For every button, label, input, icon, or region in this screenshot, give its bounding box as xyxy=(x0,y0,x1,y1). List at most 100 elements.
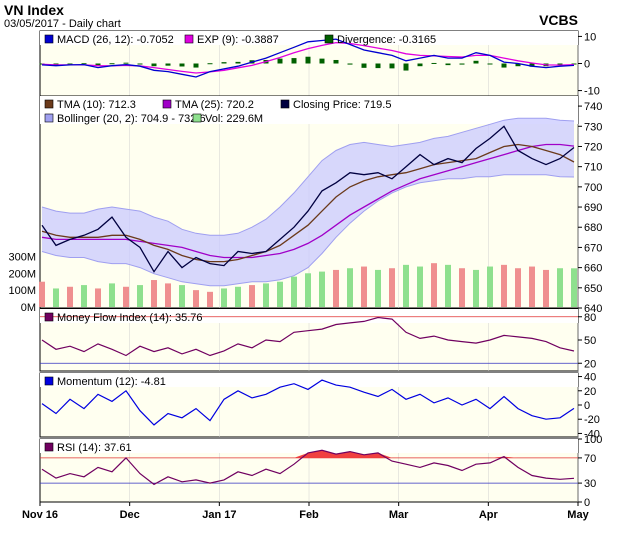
volume-bar xyxy=(95,288,101,307)
volume-bar xyxy=(487,267,493,307)
macd-legend-label-0: MACD (26, 12): -0.7052 xyxy=(57,34,174,46)
price-tick-label-6: 680 xyxy=(584,222,602,234)
rsi-tick-label-2: 30 xyxy=(584,478,596,490)
volume-tick-label-2: 100M xyxy=(8,285,36,297)
volume-bar xyxy=(431,263,437,307)
rsi-legend-swatch-0 xyxy=(45,443,53,451)
volume-bar xyxy=(277,282,283,307)
macd-legend-swatch-0 xyxy=(45,35,53,43)
momentum-tick-label-2: 0 xyxy=(584,400,590,412)
volume-bar xyxy=(571,268,577,307)
price-legend-row1-label-0: TMA (10): 712.3 xyxy=(57,99,136,111)
momentum-tick-label-0: 40 xyxy=(584,372,596,384)
volume-bar xyxy=(473,270,479,307)
divergence-bar xyxy=(278,59,283,64)
divergence-bar xyxy=(320,59,325,64)
rsi-tick-label-1: 70 xyxy=(584,453,596,465)
divergence-bar xyxy=(460,64,465,65)
price-tick-label-8: 660 xyxy=(584,263,602,275)
price-tick-label-0: 740 xyxy=(584,101,602,113)
divergence-bar xyxy=(488,64,493,65)
price-tick-label-2: 720 xyxy=(584,141,602,153)
volume-bar xyxy=(501,265,507,307)
volume-bar xyxy=(67,287,73,307)
price-tick-label-3: 710 xyxy=(584,162,602,174)
volume-bar xyxy=(529,267,535,307)
volume-bar xyxy=(291,277,297,307)
chart-source: VCBS xyxy=(539,12,578,28)
volume-bar xyxy=(319,272,325,307)
rsi-legend-label-0: RSI (14): 37.61 xyxy=(57,442,132,454)
divergence-bar xyxy=(446,64,451,66)
price-legend-row2-swatch-1 xyxy=(193,114,201,122)
mfi-tick-label-1: 50 xyxy=(584,335,596,347)
divergence-bar xyxy=(138,64,143,65)
macd-legend-label-1: EXP (9): -0.3887 xyxy=(197,34,279,46)
price-legend-row1-label-1: TMA (25): 720.2 xyxy=(175,99,254,111)
divergence-bar xyxy=(306,57,311,64)
divergence-bar xyxy=(194,64,199,68)
divergence-bar xyxy=(166,64,171,66)
volume-bar xyxy=(165,283,171,307)
macd-tick-label-0: 10 xyxy=(584,31,596,43)
price-legend-row1-label-2: Closing Price: 719.5 xyxy=(293,99,391,111)
divergence-bar xyxy=(236,62,241,64)
volume-bar xyxy=(305,273,311,307)
volume-bar xyxy=(515,268,521,307)
macd-tick-label-1: 0 xyxy=(584,59,590,71)
x-tick-label-1: Dec xyxy=(120,509,140,521)
divergence-bar xyxy=(110,63,115,64)
volume-bar xyxy=(221,288,227,307)
divergence-bar xyxy=(390,64,395,69)
volume-bar xyxy=(403,265,409,307)
volume-bar xyxy=(361,267,367,307)
divergence-bar xyxy=(404,64,409,71)
divergence-bar xyxy=(124,63,129,64)
volume-bar xyxy=(137,285,143,307)
price-legend-row2-swatch-0 xyxy=(45,114,53,122)
price-panel: 740730720710700690680670660650640300M200… xyxy=(8,96,602,315)
volume-bar xyxy=(53,288,59,307)
volume-bar xyxy=(389,268,395,307)
rsi-tick-label-3: 0 xyxy=(584,497,590,509)
chart-subtitle: 03/05/2017 - Daily chart xyxy=(4,18,121,30)
volume-bar xyxy=(543,270,549,307)
price-legend-row2-label-1: Vol: 229.6M xyxy=(205,113,263,125)
price-tick-label-1: 730 xyxy=(584,121,602,133)
volume-bar xyxy=(375,270,381,307)
divergence-bar xyxy=(180,64,185,67)
volume-bar xyxy=(179,285,185,307)
macd-legend-label-2: Divergence: -0.3165 xyxy=(337,34,436,46)
price-tick-label-5: 690 xyxy=(584,202,602,214)
price-tick-label-9: 650 xyxy=(584,283,602,295)
price-legend-row1-swatch-2 xyxy=(281,100,289,108)
macd-legend-swatch-1 xyxy=(185,35,193,43)
volume-bar xyxy=(235,287,241,307)
volume-bar xyxy=(333,270,339,307)
volume-bar xyxy=(39,282,45,307)
volume-bar xyxy=(123,287,129,307)
divergence-bar xyxy=(376,64,381,69)
momentum-legend-label-0: Momentum (12): -4.81 xyxy=(57,376,166,388)
rsi-tick-label-0: 100 xyxy=(584,434,602,446)
momentum-tick-label-3: -20 xyxy=(584,414,600,426)
volume-bar xyxy=(193,290,199,307)
volume-bar xyxy=(347,268,353,307)
volume-bar xyxy=(557,268,563,307)
divergence-bar xyxy=(418,64,423,67)
divergence-bar xyxy=(502,64,507,68)
volume-bar xyxy=(151,280,157,307)
volume-bar xyxy=(249,285,255,307)
divergence-bar xyxy=(474,61,479,64)
divergence-bar xyxy=(222,62,227,63)
rsi-panel: 100 70 30 0 RSI (14): 37.61 xyxy=(40,434,602,509)
momentum-legend-swatch-0 xyxy=(45,377,53,385)
divergence-bar xyxy=(292,58,297,63)
volume-bar xyxy=(109,283,115,307)
x-tick-label-2: Jan 17 xyxy=(202,509,236,521)
x-tick-label-0: Nov 16 xyxy=(22,509,58,521)
